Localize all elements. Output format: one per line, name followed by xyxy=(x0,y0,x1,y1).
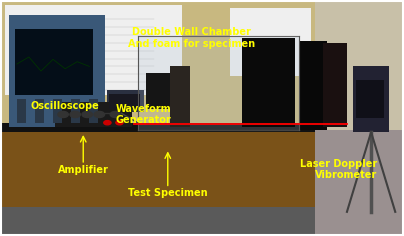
Text: Test Specimen: Test Specimen xyxy=(128,188,208,198)
Bar xyxy=(315,130,403,235)
Circle shape xyxy=(104,121,111,125)
Bar xyxy=(145,73,182,109)
Bar xyxy=(53,99,62,123)
Bar xyxy=(353,66,389,132)
Circle shape xyxy=(94,111,105,118)
Text: Laser Doppler
Vibrometer: Laser Doppler Vibrometer xyxy=(300,159,377,180)
Bar xyxy=(323,43,347,127)
Bar xyxy=(55,101,132,127)
Bar xyxy=(138,36,299,130)
Text: Amplifier: Amplifier xyxy=(58,165,109,175)
Bar xyxy=(170,66,190,127)
Circle shape xyxy=(110,111,121,118)
Bar xyxy=(1,207,403,235)
Text: Double Wall Chamber
And foam for specimen: Double Wall Chamber And foam for specime… xyxy=(128,27,255,49)
Bar xyxy=(89,99,98,123)
Bar xyxy=(315,1,403,130)
Bar xyxy=(356,80,384,118)
Bar xyxy=(5,5,182,95)
Circle shape xyxy=(70,111,80,118)
Bar xyxy=(299,41,327,130)
Bar xyxy=(17,99,26,123)
Bar xyxy=(1,125,315,235)
Bar xyxy=(242,38,295,127)
Bar xyxy=(15,29,93,95)
Bar xyxy=(230,8,311,76)
Text: Oscilloscope: Oscilloscope xyxy=(31,101,100,111)
Bar xyxy=(107,90,143,112)
Bar xyxy=(109,94,140,109)
Bar xyxy=(71,99,80,123)
Circle shape xyxy=(116,121,123,125)
Text: Waveform
Generator: Waveform Generator xyxy=(116,104,171,125)
Circle shape xyxy=(58,111,68,118)
Bar xyxy=(9,15,105,127)
Bar xyxy=(35,99,44,123)
Circle shape xyxy=(82,111,93,118)
Bar xyxy=(1,123,315,132)
